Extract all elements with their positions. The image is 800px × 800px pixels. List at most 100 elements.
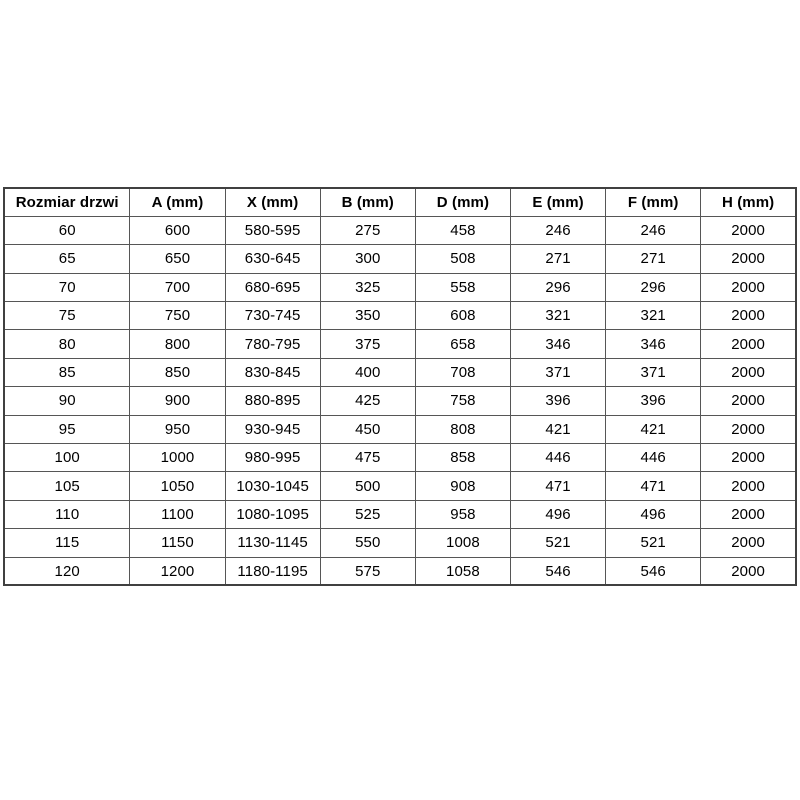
table-cell: 2000 — [700, 272, 797, 303]
table-cell: 1180-1195 — [224, 556, 321, 586]
table-cell: 2000 — [700, 301, 797, 331]
header-cell: B (mm) — [319, 187, 416, 217]
table-header: Rozmiar drzwi A (mm) X (mm) B (mm) D (mm) E (… — [3, 187, 797, 217]
table-cell: 2000 — [700, 386, 797, 416]
table-cell: 2000 — [700, 471, 797, 501]
table-cell: 900 — [129, 386, 226, 416]
table-row: 95 950 930-945 450 808 421 421 2000 — [3, 414, 797, 445]
table-cell: 110 — [3, 499, 131, 530]
table-row: 90 900 880-895 425 758 396 396 2000 — [3, 386, 797, 416]
table-cell: 730-745 — [224, 301, 321, 331]
table-cell: 80 — [3, 329, 131, 359]
table-cell: 375 — [319, 329, 416, 359]
table-cell: 90 — [3, 386, 131, 416]
table-cell: 1050 — [129, 471, 226, 501]
table-cell: 346 — [605, 329, 702, 359]
table-cell: 105 — [3, 471, 131, 501]
table-cell: 600 — [129, 215, 226, 246]
table-cell: 850 — [129, 357, 226, 388]
header-cell: X (mm) — [224, 187, 321, 217]
table-cell: 858 — [414, 443, 511, 473]
table-cell: 371 — [605, 357, 702, 388]
table-cell: 930-945 — [224, 414, 321, 445]
table-cell: 908 — [414, 471, 511, 501]
header-cell: A (mm) — [129, 187, 226, 217]
table-cell: 1058 — [414, 556, 511, 586]
header-cell: F (mm) — [605, 187, 702, 217]
header-cell: D (mm) — [414, 187, 511, 217]
table-cell: 246 — [509, 215, 607, 246]
table-cell: 950 — [129, 414, 226, 445]
table-cell: 546 — [605, 556, 702, 586]
table-row: 75 750 730-745 350 608 321 321 2000 — [3, 301, 797, 331]
table-cell: 271 — [605, 244, 702, 274]
table-cell: 421 — [605, 414, 702, 445]
table-cell: 321 — [509, 301, 607, 331]
table-cell: 371 — [509, 357, 607, 388]
table-cell: 650 — [129, 244, 226, 274]
table-cell: 100 — [3, 443, 131, 473]
table-cell: 2000 — [700, 528, 797, 558]
table-row: 80 800 780-795 375 658 346 346 2000 — [3, 329, 797, 359]
table-row: 70 700 680-695 325 558 296 296 2000 — [3, 272, 797, 303]
table-cell: 2000 — [700, 443, 797, 473]
table-cell: 95 — [3, 414, 131, 445]
table-cell: 500 — [319, 471, 416, 501]
table-cell: 2000 — [700, 357, 797, 388]
table-cell: 830-845 — [224, 357, 321, 388]
table-cell: 2000 — [700, 329, 797, 359]
table-row: 110 1100 1080-1095 525 958 496 496 2000 — [3, 499, 797, 530]
table-cell: 1008 — [414, 528, 511, 558]
table-cell: 1200 — [129, 556, 226, 586]
table-cell: 808 — [414, 414, 511, 445]
table-cell: 350 — [319, 301, 416, 331]
table-cell: 471 — [605, 471, 702, 501]
header-cell: Rozmiar drzwi — [3, 187, 131, 217]
header-cell: E (mm) — [509, 187, 607, 217]
table-cell: 65 — [3, 244, 131, 274]
table-cell: 608 — [414, 301, 511, 331]
table-cell: 780-795 — [224, 329, 321, 359]
table-cell: 271 — [509, 244, 607, 274]
table-cell: 680-695 — [224, 272, 321, 303]
table-cell: 508 — [414, 244, 511, 274]
table-cell: 546 — [509, 556, 607, 586]
table-cell: 580-595 — [224, 215, 321, 246]
table-row: 100 1000 980-995 475 858 446 446 2000 — [3, 443, 797, 473]
table-cell: 496 — [605, 499, 702, 530]
table-cell: 400 — [319, 357, 416, 388]
table-cell: 658 — [414, 329, 511, 359]
header-row: Rozmiar drzwi A (mm) X (mm) B (mm) D (mm) E (… — [3, 187, 797, 217]
table-cell: 1130-1145 — [224, 528, 321, 558]
table-cell: 1100 — [129, 499, 226, 530]
table-cell: 246 — [605, 215, 702, 246]
table-cell: 296 — [509, 272, 607, 303]
table-cell: 496 — [509, 499, 607, 530]
table-cell: 396 — [509, 386, 607, 416]
table-cell: 296 — [605, 272, 702, 303]
table-cell: 446 — [605, 443, 702, 473]
door-size-spec-table: Rozmiar drzwi A (mm) X (mm) B (mm) D (mm) E (… — [3, 187, 797, 587]
table-cell: 521 — [509, 528, 607, 558]
table-cell: 800 — [129, 329, 226, 359]
table-cell: 75 — [3, 301, 131, 331]
table-cell: 525 — [319, 499, 416, 530]
table-cell: 446 — [509, 443, 607, 473]
table-cell: 575 — [319, 556, 416, 586]
table-cell: 275 — [319, 215, 416, 246]
table-cell: 700 — [129, 272, 226, 303]
table-row: 120 1200 1180-1195 575 1058 546 546 2000 — [3, 556, 797, 586]
table-cell: 880-895 — [224, 386, 321, 416]
table-cell: 85 — [3, 357, 131, 388]
table-cell: 558 — [414, 272, 511, 303]
table-row: 65 650 630-645 300 508 271 271 2000 — [3, 244, 797, 274]
table-cell: 396 — [605, 386, 702, 416]
table-cell: 1000 — [129, 443, 226, 473]
table-cell: 758 — [414, 386, 511, 416]
table-body: 60 600 580-595 275 458 246 246 2000 65 650 630-645… — [3, 215, 797, 586]
table-cell: 321 — [605, 301, 702, 331]
table-cell: 475 — [319, 443, 416, 473]
table-row: 105 1050 1030-1045 500 908 471 471 2000 — [3, 471, 797, 501]
table-cell: 630-645 — [224, 244, 321, 274]
table-cell: 2000 — [700, 244, 797, 274]
